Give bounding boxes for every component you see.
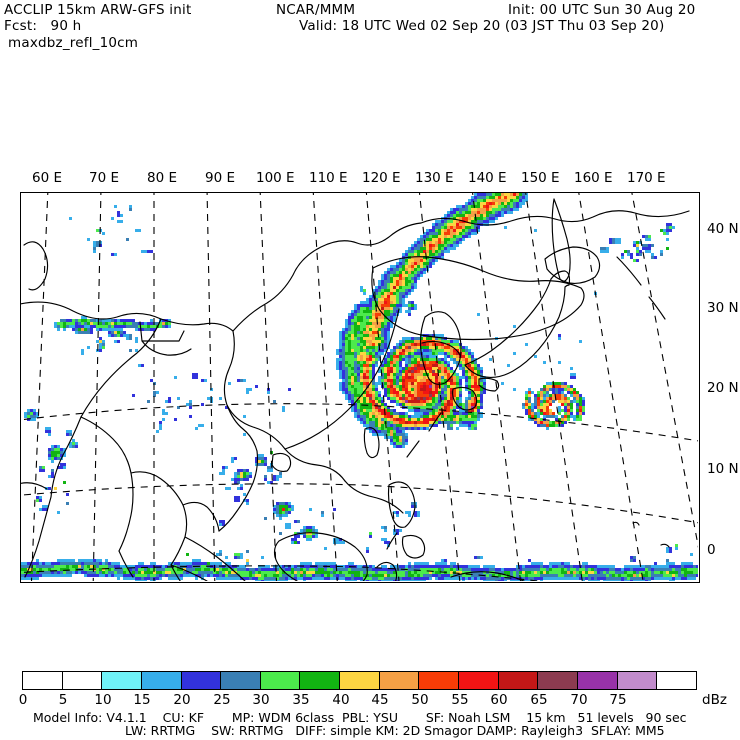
valid-time-label: Valid: 18 UTC Wed 02 Sep 20 (03 JST Thu … <box>299 18 665 34</box>
cbar-swatch-7 <box>300 672 341 689</box>
lon-label-70e: 70 E <box>89 170 119 186</box>
forecast-map[interactable] <box>20 192 700 583</box>
lon-label-100e: 100 E <box>256 170 295 186</box>
cbar-swatch-11 <box>459 672 499 689</box>
cbar-swatch-14 <box>577 672 618 689</box>
cbar-tick-35: 35 <box>292 692 310 708</box>
lat-label-30n: 30 N <box>707 300 739 316</box>
forecast-hour: Fcst: 90 h <box>4 18 82 34</box>
cbar-swatch-12 <box>498 672 539 689</box>
cbar-tick-30: 30 <box>252 692 270 708</box>
cbar-swatch-16 <box>657 672 696 689</box>
cbar-tick-40: 40 <box>332 692 350 708</box>
cbar-swatch-13 <box>538 672 578 689</box>
cbar-tick-0: 0 <box>18 692 28 708</box>
cbar-tick-55: 55 <box>451 692 469 708</box>
cbar-tick-25: 25 <box>213 692 231 708</box>
cbar-swatch-9 <box>379 672 420 689</box>
cbar-swatch-4 <box>181 672 222 689</box>
lon-label-110e: 110 E <box>309 170 348 186</box>
cbar-swatch-0 <box>23 672 63 689</box>
cbar-swatch-2 <box>102 672 142 689</box>
cbar-swatch-1 <box>62 672 103 689</box>
cbar-swatch-3 <box>141 672 182 689</box>
cbar-tick-45: 45 <box>371 692 389 708</box>
lon-label-150e: 150 E <box>521 170 560 186</box>
cbar-swatch-5 <box>221 672 261 689</box>
lat-label-10n: 10 N <box>707 461 739 477</box>
cbar-swatch-8 <box>340 672 380 689</box>
lon-label-80e: 80 E <box>147 170 177 186</box>
cbar-tick-75: 75 <box>609 692 627 708</box>
cbar-swatch-15 <box>617 672 658 689</box>
cbar-tick-5: 5 <box>58 692 68 708</box>
init-time-label: Init: 00 UTC Sun 30 Aug 20 <box>508 2 696 18</box>
lat-label-0: 0 <box>707 542 716 558</box>
institution-label: NCAR/MMM <box>276 2 356 18</box>
lon-label-140e: 140 E <box>468 170 507 186</box>
lon-label-120e: 120 E <box>362 170 401 186</box>
reflectivity-field <box>21 193 698 581</box>
lon-label-60e: 60 E <box>32 170 62 186</box>
cbar-tick-20: 20 <box>173 692 191 708</box>
lat-label-20n: 20 N <box>707 380 739 396</box>
cbar-tick-10: 10 <box>94 692 112 708</box>
graticule <box>21 193 698 581</box>
coastlines-and-borders <box>21 198 690 581</box>
cbar-tick-50: 50 <box>411 692 429 708</box>
model-info-line2: LW: RRTMG SW: RRTMG DIFF: simple KM: 2D … <box>125 723 665 738</box>
cbar-tick-60: 60 <box>490 692 508 708</box>
cbar-tick-70: 70 <box>570 692 588 708</box>
lon-label-160e: 160 E <box>574 170 613 186</box>
cbar-tick-15: 15 <box>133 692 151 708</box>
lon-label-90e: 90 E <box>205 170 235 186</box>
cbar-tick-65: 65 <box>530 692 548 708</box>
lat-label-40n: 40 N <box>707 221 739 237</box>
cbar-unit-label: dBz <box>702 692 727 708</box>
model-info-line1: Model Info: V4.1.1 CU: KF MP: WDM 6class… <box>33 710 687 725</box>
field-name: maxdbz_refl_10cm <box>8 35 139 51</box>
model-title: ACCLIP 15km ARW-GFS init <box>4 2 192 18</box>
lon-label-170e: 170 E <box>627 170 666 186</box>
cbar-swatch-10 <box>419 672 460 689</box>
map-canvas <box>21 193 698 581</box>
cbar-swatch-6 <box>260 672 301 689</box>
reflectivity-colorbar[interactable] <box>22 671 697 690</box>
lon-label-130e: 130 E <box>415 170 454 186</box>
